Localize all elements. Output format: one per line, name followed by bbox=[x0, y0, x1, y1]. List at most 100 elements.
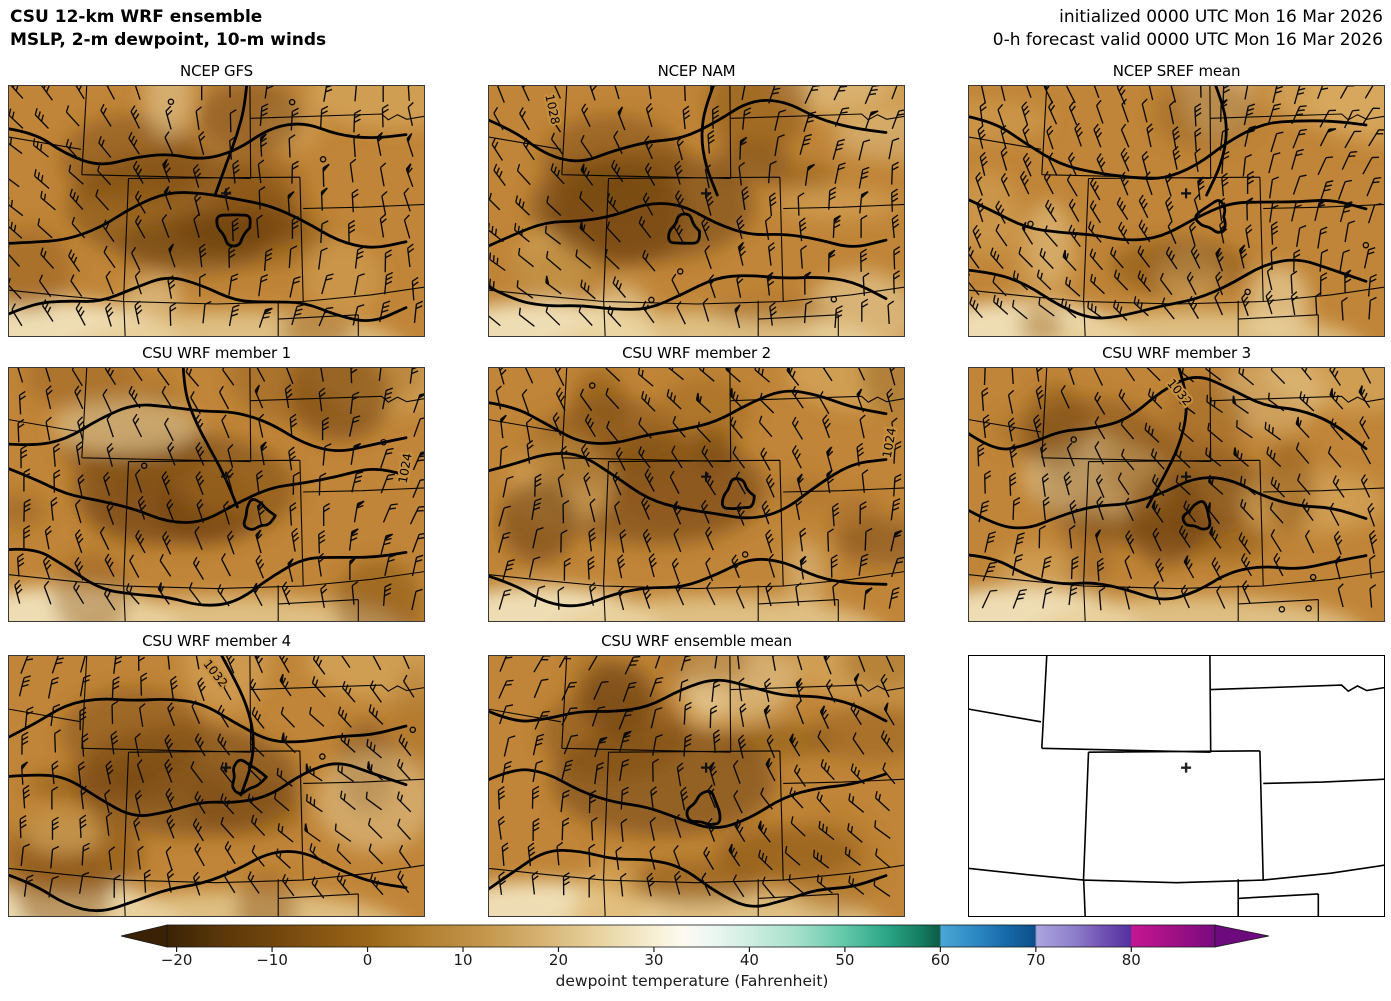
wind-barb bbox=[309, 706, 325, 727]
panel-frame bbox=[8, 367, 425, 622]
wind-barb bbox=[382, 85, 390, 103]
wind-barb bbox=[1205, 447, 1222, 467]
wind-barb bbox=[411, 276, 419, 301]
wind-barb bbox=[1265, 290, 1275, 315]
wind-barb bbox=[1317, 226, 1328, 249]
wind-barb bbox=[254, 384, 264, 409]
location-marker bbox=[221, 188, 232, 199]
wind-barb bbox=[1244, 125, 1256, 147]
panel-wrf-member-1: CSU WRF member 1 1024 bbox=[8, 339, 425, 622]
wind-barb bbox=[108, 846, 116, 870]
wind-barb bbox=[803, 300, 813, 324]
wind-barb bbox=[1023, 85, 1032, 98]
wind-barb bbox=[617, 106, 626, 131]
wind-barb bbox=[613, 85, 621, 100]
figure-title: CSU 12-km WRF ensemble MSLP, 2-m dewpoint… bbox=[10, 6, 326, 52]
wind-barb bbox=[886, 388, 894, 413]
wind-barb bbox=[1089, 200, 1101, 224]
panel-frame bbox=[968, 85, 1385, 337]
wind-barb bbox=[103, 587, 116, 611]
wind-barb bbox=[34, 169, 50, 190]
wind-barb bbox=[384, 249, 392, 273]
wind-barb bbox=[318, 387, 326, 412]
wind-barb bbox=[709, 85, 718, 98]
wind-barb bbox=[403, 674, 415, 698]
wind-barb bbox=[834, 305, 843, 328]
wind-barb bbox=[74, 529, 84, 554]
wind-barb bbox=[1164, 172, 1173, 197]
mslp-contours bbox=[488, 85, 888, 311]
wind-barb bbox=[379, 162, 387, 187]
wind-barb bbox=[77, 761, 85, 785]
wind-barb bbox=[73, 85, 85, 100]
wind-barb bbox=[1221, 151, 1230, 174]
wind-barb bbox=[672, 415, 686, 438]
wind-barb bbox=[1190, 245, 1201, 269]
state-borders bbox=[968, 367, 1385, 622]
wind-barb bbox=[250, 814, 266, 836]
map-wrf-member-4: 1032 bbox=[8, 655, 425, 917]
wind-barb bbox=[1291, 148, 1304, 170]
wind-barb bbox=[1183, 555, 1195, 579]
wind-barb bbox=[322, 163, 331, 187]
wind-barb bbox=[350, 367, 358, 384]
wind-barb bbox=[45, 385, 53, 410]
wind-barb bbox=[1067, 367, 1075, 385]
wind-barb bbox=[803, 111, 817, 132]
wind-barb bbox=[199, 273, 207, 297]
wind-barb bbox=[984, 531, 996, 553]
mslp-contours bbox=[8, 655, 408, 913]
wind-barb bbox=[1233, 446, 1249, 467]
wind-barb bbox=[712, 729, 721, 753]
wind-barb bbox=[766, 734, 776, 759]
wind-barb bbox=[336, 872, 351, 895]
wind-barb bbox=[501, 760, 512, 783]
wind-barb bbox=[642, 300, 655, 324]
mslp-contour bbox=[8, 697, 408, 744]
wind-barb bbox=[673, 528, 682, 553]
wind-barb bbox=[194, 414, 204, 439]
wind-barb bbox=[23, 874, 34, 897]
wind-barb bbox=[521, 389, 530, 413]
wind-barb bbox=[1241, 292, 1250, 317]
wind-barb bbox=[1120, 171, 1129, 196]
map-ncep-gfs bbox=[8, 85, 425, 337]
wind-barb bbox=[132, 413, 143, 438]
wind-barb bbox=[258, 274, 269, 297]
wind-barb bbox=[1362, 107, 1380, 125]
wind-barb bbox=[161, 531, 172, 555]
wind-barb bbox=[170, 675, 178, 700]
wind-barb bbox=[647, 85, 655, 100]
wind-barb bbox=[257, 159, 265, 184]
map-wrf-ensemble-mean bbox=[488, 655, 905, 917]
wind-barb bbox=[396, 791, 412, 813]
wind-barb bbox=[736, 501, 745, 526]
wind-barb bbox=[1161, 297, 1175, 320]
wind-barb bbox=[499, 655, 515, 672]
wind-barb bbox=[1319, 109, 1337, 128]
wind-barb bbox=[552, 412, 562, 436]
wind-barb bbox=[1266, 446, 1282, 468]
wind-barb bbox=[1270, 529, 1282, 553]
wind-barb bbox=[111, 700, 119, 724]
mslp-contour bbox=[219, 655, 255, 797]
wind-barb bbox=[1172, 145, 1181, 170]
dewpoint-shading bbox=[8, 85, 425, 337]
wind-barb bbox=[398, 844, 412, 868]
wind-barb bbox=[1089, 248, 1104, 271]
wind-barb bbox=[1088, 221, 1102, 243]
wind-barb bbox=[291, 160, 299, 184]
wind-barb bbox=[1120, 417, 1135, 440]
wind-barb bbox=[556, 841, 564, 866]
wind-barb bbox=[1093, 123, 1103, 148]
wind-barb bbox=[1301, 498, 1314, 521]
location-marker bbox=[701, 471, 712, 482]
wind-barb bbox=[159, 554, 172, 577]
wind-barb bbox=[1206, 501, 1220, 525]
wind-barb bbox=[680, 786, 689, 811]
valid-line: 0-h forecast valid 0000 UTC Mon 16 Mar 2… bbox=[992, 30, 1383, 50]
wind-barb bbox=[532, 817, 540, 842]
wind-barb bbox=[1317, 156, 1334, 176]
wind-barb bbox=[984, 470, 992, 494]
wind-barb bbox=[249, 736, 265, 757]
